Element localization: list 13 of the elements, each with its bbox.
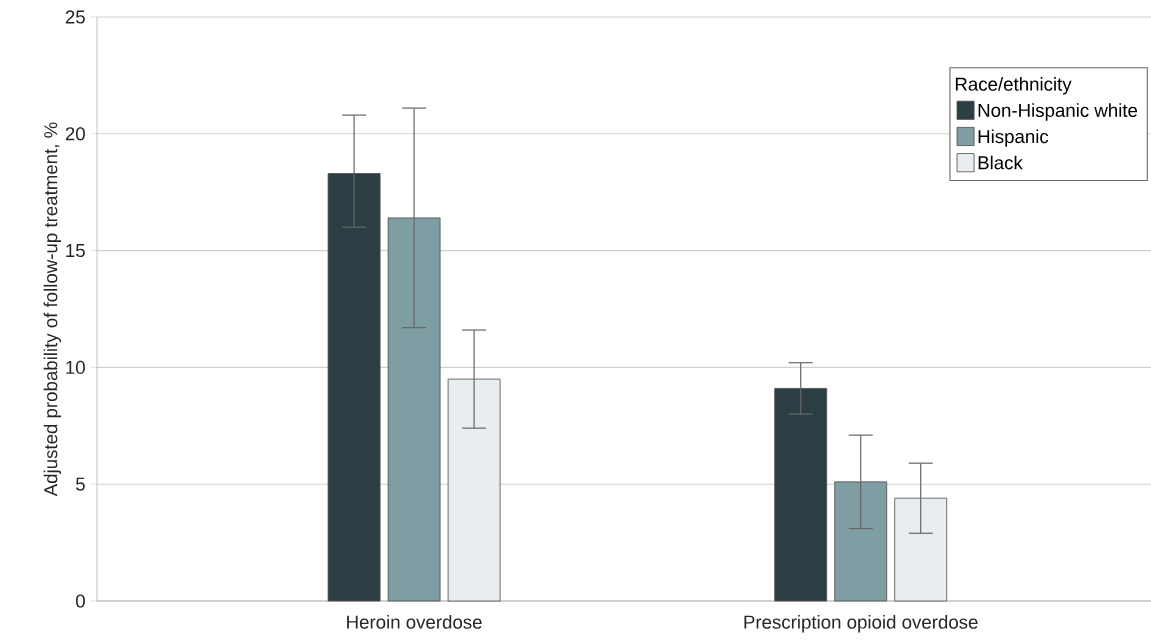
x-tick-label: Prescription opioid overdose [744,615,978,633]
y-axis-title: Adjusted probability of follow-up treatment, % [43,122,62,497]
y-tick-label: 0 [75,594,85,608]
legend-title: Race/ethnicity [955,77,1072,95]
y-tick-label: 5 [76,477,85,491]
x-tick-label: Heroin overdose [347,615,482,629]
y-tick-label: 25 [65,10,85,24]
legend-label: Black [978,155,1023,170]
legend-label: Hispanic [978,129,1049,147]
y-tick-label: 10 [66,360,85,375]
y-tick-label: 20 [65,127,85,141]
legend-label: Non-Hispanic white [978,103,1138,121]
y-tick-label: 15 [66,244,85,258]
